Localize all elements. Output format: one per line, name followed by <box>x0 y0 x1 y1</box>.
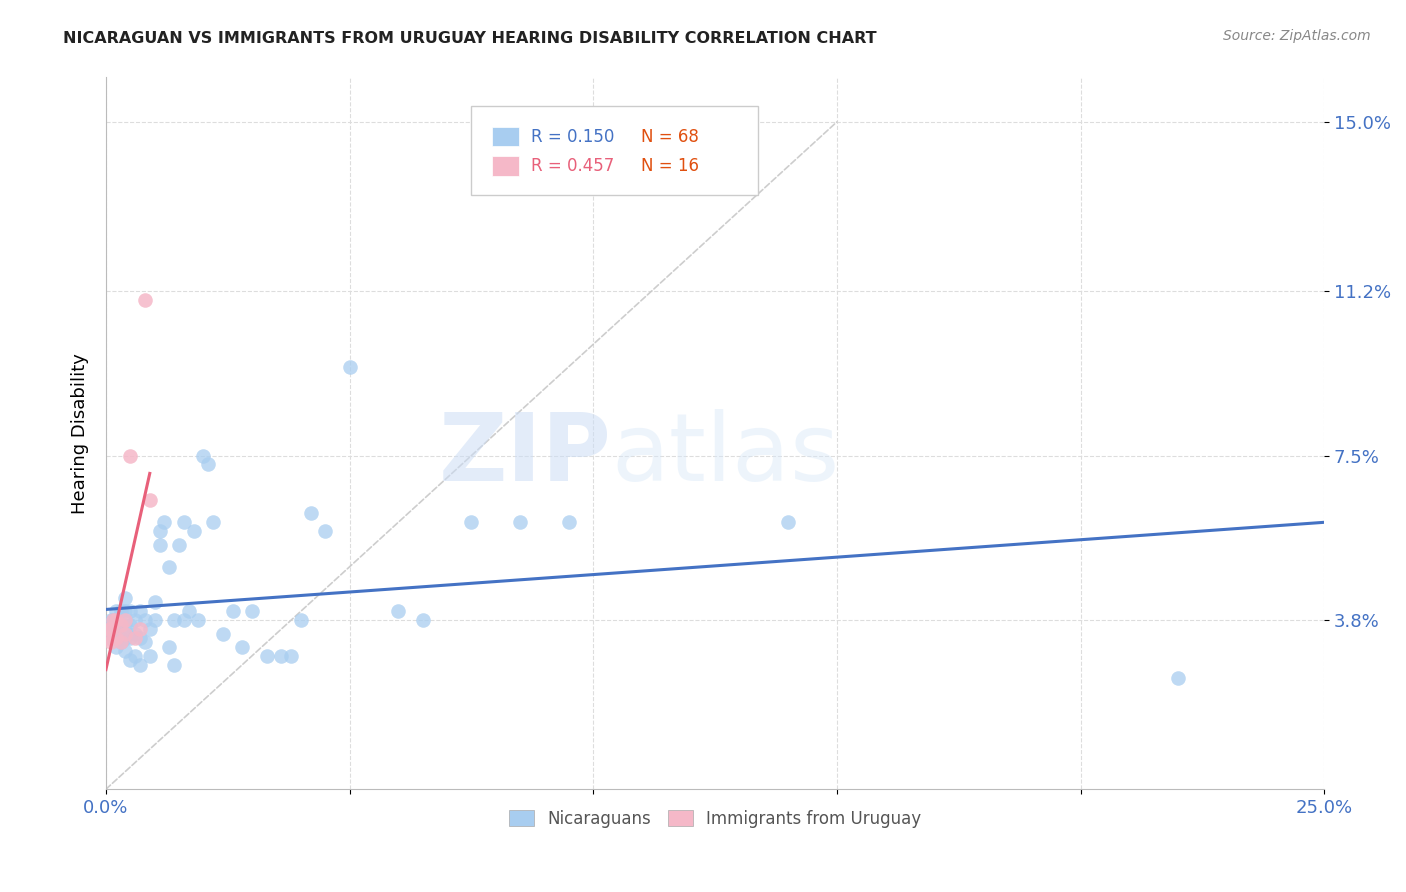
Point <box>100 613 122 627</box>
FancyBboxPatch shape <box>492 127 519 146</box>
Point <box>104 640 127 654</box>
Point <box>153 516 176 530</box>
Point <box>143 613 166 627</box>
Point <box>110 631 132 645</box>
Point <box>110 604 132 618</box>
Point <box>1167 671 1189 685</box>
Point <box>163 657 186 672</box>
Point <box>339 359 361 374</box>
Point <box>100 631 122 645</box>
Point <box>778 516 800 530</box>
Point <box>129 622 152 636</box>
Point <box>114 644 136 658</box>
Point <box>167 537 190 551</box>
Point <box>460 516 482 530</box>
Point <box>97 622 120 636</box>
Point <box>202 516 225 530</box>
Point <box>173 516 195 530</box>
Point <box>120 617 142 632</box>
Point <box>129 631 152 645</box>
Point <box>110 617 132 632</box>
Point <box>120 653 142 667</box>
Point <box>270 648 292 663</box>
Point <box>104 622 127 636</box>
Point <box>120 449 142 463</box>
Point <box>177 604 200 618</box>
Point <box>120 604 142 618</box>
Point <box>104 631 127 645</box>
Point <box>143 595 166 609</box>
Point <box>193 449 215 463</box>
Text: Source: ZipAtlas.com: Source: ZipAtlas.com <box>1223 29 1371 43</box>
Y-axis label: Hearing Disability: Hearing Disability <box>72 353 89 514</box>
Point <box>134 293 156 307</box>
Point <box>103 626 125 640</box>
Point <box>97 631 120 645</box>
Point <box>104 613 127 627</box>
Point <box>104 613 127 627</box>
Point <box>299 507 322 521</box>
Point <box>129 657 152 672</box>
Point <box>134 613 156 627</box>
Text: R = 0.150: R = 0.150 <box>531 128 614 145</box>
Point <box>114 631 136 645</box>
Point <box>114 617 136 632</box>
Point <box>187 613 209 627</box>
Point <box>148 537 170 551</box>
FancyBboxPatch shape <box>471 106 758 194</box>
Point <box>110 617 132 632</box>
Text: N = 68: N = 68 <box>641 128 699 145</box>
Point <box>139 493 162 508</box>
Point <box>509 516 531 530</box>
Point <box>110 635 132 649</box>
Text: R = 0.457: R = 0.457 <box>531 157 614 176</box>
Point <box>231 640 253 654</box>
Text: NICARAGUAN VS IMMIGRANTS FROM URUGUAY HEARING DISABILITY CORRELATION CHART: NICARAGUAN VS IMMIGRANTS FROM URUGUAY HE… <box>63 31 877 46</box>
Point <box>124 613 146 627</box>
Point <box>124 648 146 663</box>
Point <box>221 604 243 618</box>
Point <box>558 516 581 530</box>
Text: N = 16: N = 16 <box>641 157 699 176</box>
Point <box>173 613 195 627</box>
Point <box>240 604 263 618</box>
Point <box>163 613 186 627</box>
Point <box>124 631 146 645</box>
Point <box>110 635 132 649</box>
Point <box>157 640 180 654</box>
Point <box>103 613 125 627</box>
Point <box>120 631 142 645</box>
Point <box>183 524 205 539</box>
Point <box>114 604 136 618</box>
Point <box>124 626 146 640</box>
Point <box>129 604 152 618</box>
Text: atlas: atlas <box>612 409 839 500</box>
Legend: Nicaraguans, Immigrants from Uruguay: Nicaraguans, Immigrants from Uruguay <box>502 803 928 834</box>
Point <box>104 604 127 618</box>
Point <box>97 622 120 636</box>
Point <box>280 648 302 663</box>
Point <box>212 626 235 640</box>
Point <box>139 648 162 663</box>
Point <box>134 635 156 649</box>
Point <box>114 613 136 627</box>
Point <box>256 648 278 663</box>
Point <box>197 458 219 472</box>
Point <box>157 559 180 574</box>
Point <box>148 524 170 539</box>
FancyBboxPatch shape <box>492 156 519 177</box>
Point <box>387 604 409 618</box>
Point <box>290 613 312 627</box>
Point <box>100 635 122 649</box>
Point <box>100 622 122 636</box>
Point <box>103 613 125 627</box>
Point <box>114 626 136 640</box>
Point <box>412 613 434 627</box>
Point <box>314 524 336 539</box>
Point <box>139 622 162 636</box>
Point <box>114 591 136 605</box>
Text: ZIP: ZIP <box>439 409 612 500</box>
